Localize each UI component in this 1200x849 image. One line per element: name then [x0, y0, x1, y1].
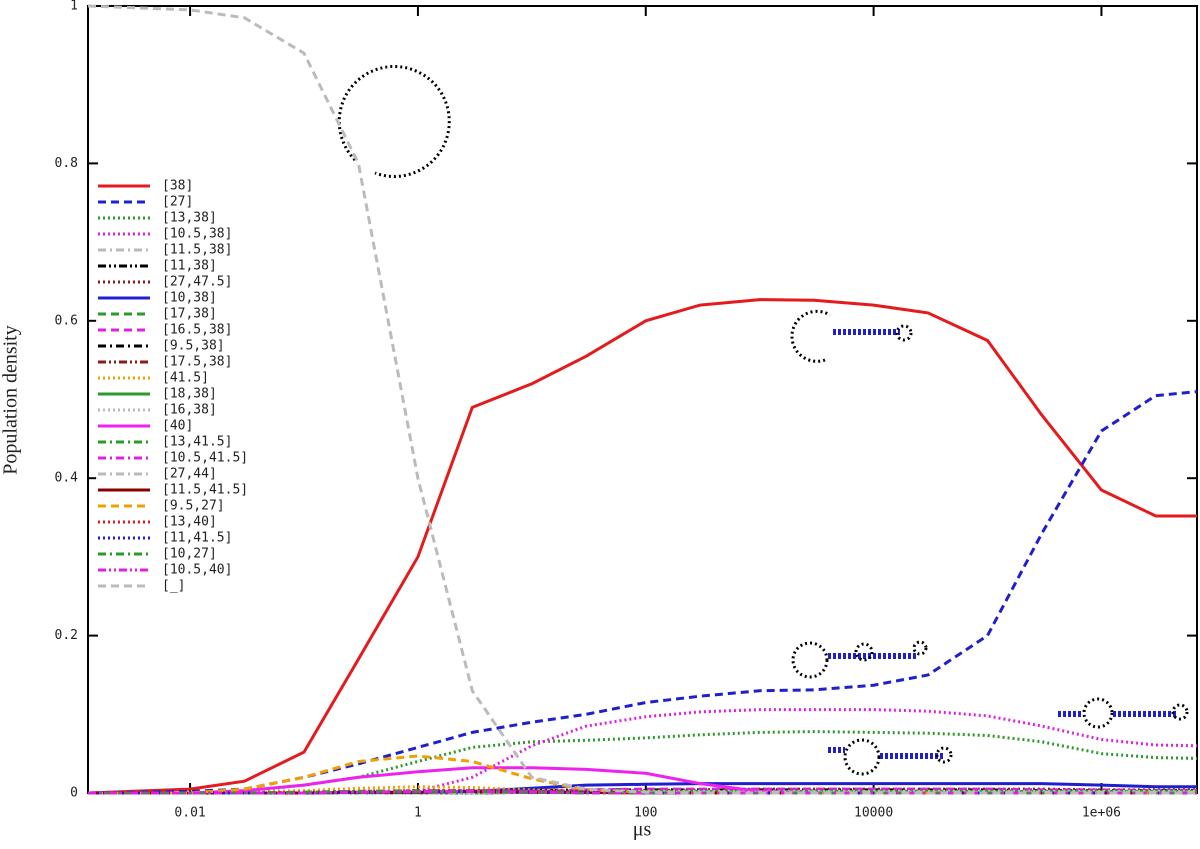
structure-icon: [912, 640, 928, 656]
legend-label: [_]: [162, 579, 185, 594]
x-tick-label: 0.01: [174, 806, 205, 821]
legend-bg: [96, 466, 286, 482]
legend-bg: [96, 210, 286, 226]
y-tick-label: 0.6: [55, 313, 78, 328]
legend-label: [41.5]: [162, 371, 209, 386]
legend-bg: [96, 546, 286, 562]
series-line: [88, 789, 1197, 795]
legend-label: [11.5,38]: [162, 243, 232, 258]
legend-bg: [96, 450, 286, 466]
legend-bg: [96, 354, 286, 370]
legend-label: [9.5,27]: [162, 499, 225, 514]
legend-label: [40]: [162, 419, 193, 434]
legend-bg: [96, 306, 286, 322]
legend-label: [13,40]: [162, 515, 217, 530]
legend-label: [11,38]: [162, 259, 217, 274]
legend-bg: [96, 258, 286, 274]
legend-bg: [96, 194, 286, 210]
y-axis-title: Population density: [0, 325, 22, 474]
legend-label: [10,27]: [162, 547, 217, 562]
legend-bg: [96, 370, 286, 386]
legend-label: [10,38]: [162, 291, 217, 306]
y-tick-label: 0: [70, 786, 78, 801]
legend-label: [16.5,38]: [162, 323, 232, 338]
legend-bg: [96, 242, 286, 258]
legend-bg: [96, 530, 286, 546]
x-axis-title: μs: [633, 819, 652, 841]
structure-icon: [895, 324, 913, 342]
structure-icons: [337, 65, 1189, 776]
structure-icon: [935, 746, 953, 764]
legend-bg: [96, 178, 286, 194]
series-line: [87, 4, 1197, 795]
legend-label: [17,38]: [162, 307, 217, 322]
legend-label: [11.5,41.5]: [162, 483, 248, 498]
x-tick-label: 1: [414, 806, 422, 821]
legend-bg: [96, 562, 286, 578]
legend-bg: [96, 322, 286, 338]
legend-bg: [96, 514, 286, 530]
legend-label: [10.5,40]: [162, 563, 232, 578]
legend-label: [9.5,38]: [162, 339, 225, 354]
legend-label: [27,44]: [162, 467, 217, 482]
structure-icon: [790, 309, 831, 363]
legend-bg: [96, 274, 286, 290]
legend-label: [10.5,41.5]: [162, 451, 248, 466]
legend-bg: [96, 402, 286, 418]
structure-icon: [337, 65, 451, 178]
legend-label: [17.5,38]: [162, 355, 232, 370]
y-tick-label: 0.4: [55, 471, 79, 486]
legend-label: [18,38]: [162, 387, 217, 402]
y-tick-label: 0.2: [55, 628, 78, 643]
legend-bg: [96, 578, 286, 594]
legend-label: [27]: [162, 195, 193, 210]
legend-label: [27,47.5]: [162, 275, 232, 290]
legend-bg: [96, 434, 286, 450]
structure-icon: [854, 642, 874, 662]
legend-label: [13,41.5]: [162, 435, 232, 450]
y-tick-label: 1: [70, 0, 78, 14]
legend-bg: [96, 482, 286, 498]
legend-bg: [96, 338, 286, 354]
structure-icon: [1171, 703, 1189, 721]
y-tick-label: 0.8: [55, 156, 78, 171]
structure-icon: [791, 641, 829, 679]
series-line: [87, 298, 1197, 795]
legend-label: [38]: [162, 179, 193, 194]
legend-label: [13,38]: [162, 211, 217, 226]
legend-label: [10.5,38]: [162, 227, 232, 242]
structure-icon: [1082, 697, 1114, 729]
x-tick-label: 1e+06: [1082, 806, 1121, 821]
x-tick-label: 10000: [854, 806, 893, 821]
legend-bg: [96, 498, 286, 514]
structure-icon: [843, 738, 881, 776]
series-line: [88, 708, 1198, 795]
x-tick-label: 100: [634, 806, 657, 821]
legend-label: [16,38]: [162, 403, 217, 418]
legend-bg: [96, 290, 286, 306]
legend-label: [11,41.5]: [162, 531, 232, 546]
legend-bg: [96, 386, 286, 402]
legend-bg: [96, 226, 286, 242]
legend-bg: [96, 418, 286, 434]
